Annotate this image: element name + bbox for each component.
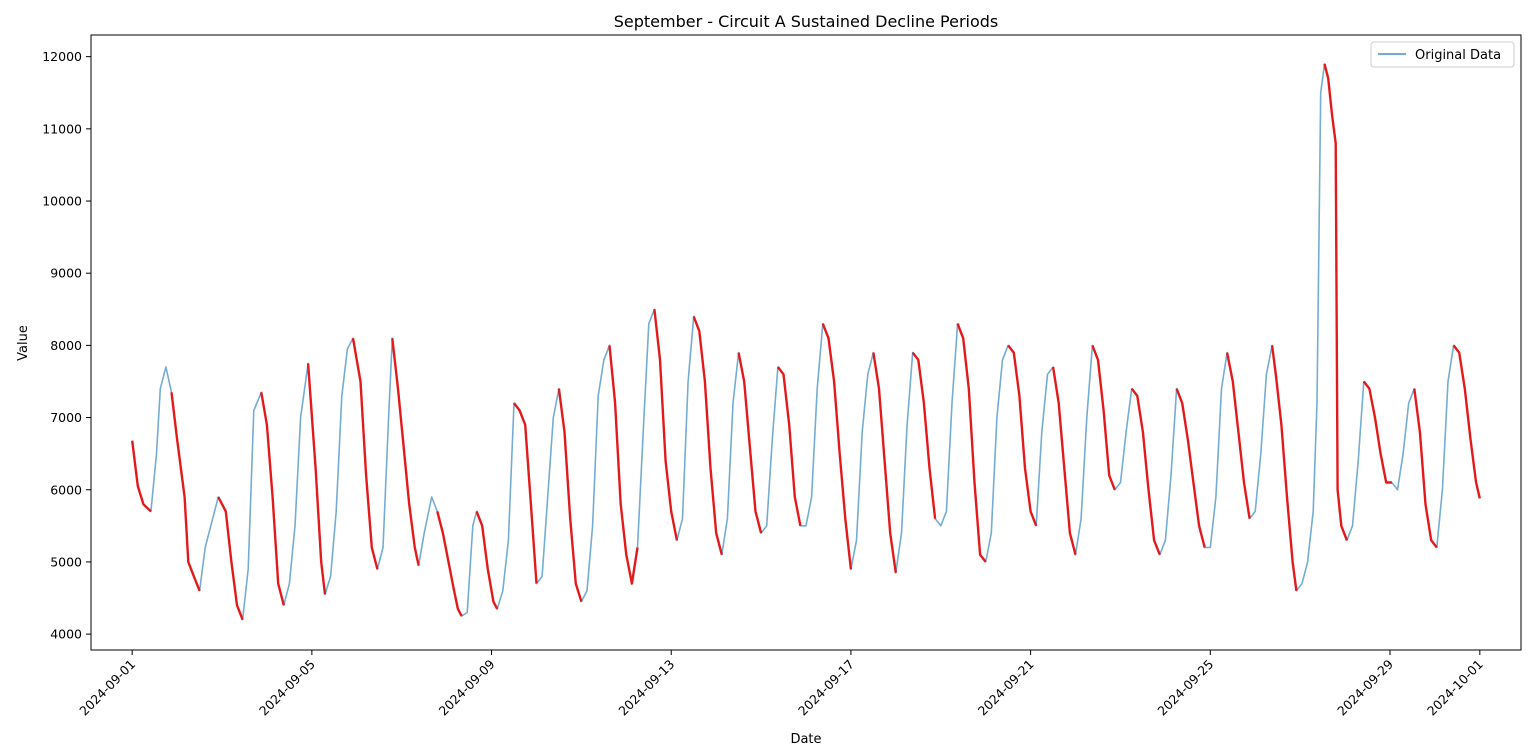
legend: Original Data bbox=[1370, 41, 1515, 68]
chart-title: September - Circuit A Sustained Decline … bbox=[614, 12, 999, 31]
y-tick-label-3: 7000 bbox=[50, 410, 82, 425]
decline-period-segment-6 bbox=[351, 337, 379, 570]
legend-box bbox=[1370, 41, 1515, 68]
decline-period-segment-15 bbox=[737, 352, 763, 534]
y-tick-label-5: 9000 bbox=[50, 266, 82, 281]
decline-period-segment-28 bbox=[1323, 63, 1349, 541]
y-axis-title: Value bbox=[16, 325, 31, 361]
decline-period-segment-22 bbox=[1051, 366, 1077, 556]
decline-period-segment-12 bbox=[608, 345, 639, 585]
decline-period-segment-30 bbox=[1413, 388, 1438, 549]
decline-period-segment-11 bbox=[557, 388, 583, 602]
decline-period-segment-7 bbox=[391, 338, 420, 566]
y-tick-label-6: 10000 bbox=[42, 194, 82, 209]
plot-frame bbox=[90, 34, 1522, 651]
y-tick-label-0: 4000 bbox=[50, 627, 82, 642]
decline-period-segment-31 bbox=[1452, 344, 1481, 499]
decline-period-segment-4 bbox=[260, 392, 285, 606]
y-tick-label-1: 5000 bbox=[50, 554, 82, 569]
decline-period-segment-16 bbox=[776, 366, 802, 527]
decline-period-segment-19 bbox=[911, 351, 937, 519]
decline-period-segment-5 bbox=[306, 363, 327, 595]
y-tick-label-7: 11000 bbox=[42, 121, 82, 136]
decline-period-segment-8 bbox=[436, 511, 463, 617]
x-axis-title: Date bbox=[790, 732, 821, 747]
decline-period-segment-20 bbox=[956, 323, 987, 563]
decline-period-segment-17 bbox=[821, 323, 853, 570]
y-tick-label-8: 12000 bbox=[42, 49, 82, 64]
decline-period-segment-1 bbox=[131, 440, 152, 513]
decline-period-segment-2 bbox=[170, 392, 201, 592]
y-tick-label-4: 8000 bbox=[50, 338, 82, 353]
decline-period-segment-3 bbox=[217, 496, 244, 621]
y-axis: 4000 5000 6000 7000 8000 9000 10000 11000 12000 bbox=[42, 49, 91, 642]
decline-period-segment-23 bbox=[1091, 344, 1116, 491]
decline-period-segment-29 bbox=[1362, 380, 1392, 484]
legend-label-original: Original Data bbox=[1415, 48, 1501, 63]
decline-period-segment-14 bbox=[692, 316, 723, 556]
decline-period-segment-13 bbox=[653, 309, 679, 541]
decline-period-segment-10 bbox=[513, 402, 538, 584]
decline-period-segment-9 bbox=[475, 510, 499, 610]
decline-period-segment-25 bbox=[1175, 388, 1206, 548]
y-tick-label-2: 6000 bbox=[50, 482, 82, 497]
plot-area bbox=[131, 63, 1481, 621]
decline-period-segment-18 bbox=[872, 352, 897, 573]
decline-period-segment-27 bbox=[1270, 345, 1298, 591]
decline-period-segment-26 bbox=[1225, 352, 1251, 519]
decline-period-segment-21 bbox=[1007, 344, 1038, 527]
decline-period-segment-24 bbox=[1130, 387, 1161, 556]
